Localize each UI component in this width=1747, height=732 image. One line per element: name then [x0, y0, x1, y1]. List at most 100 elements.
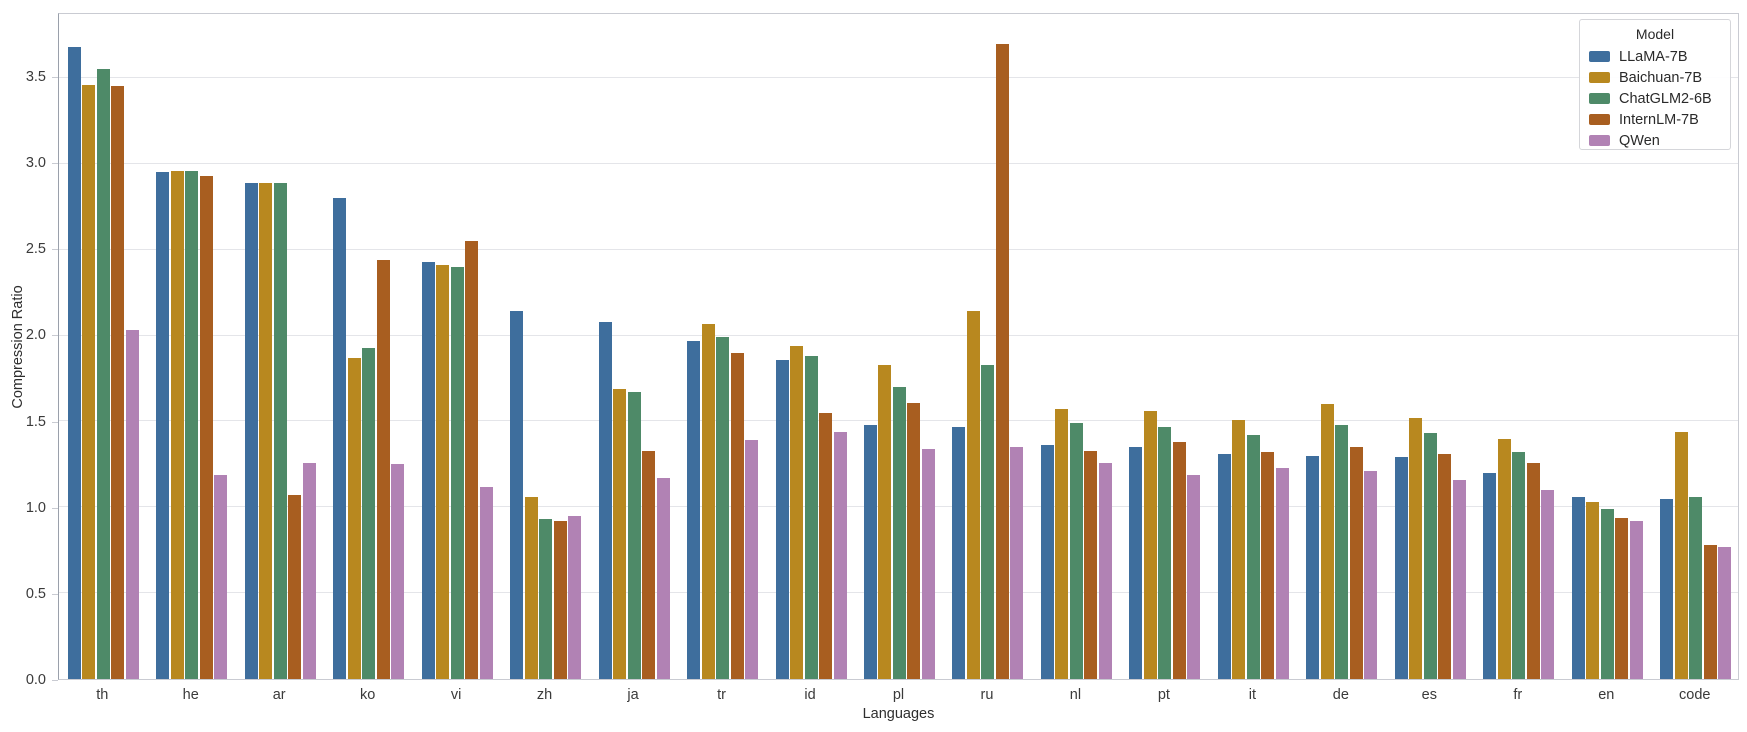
bar-zh-QWen — [568, 515, 582, 679]
legend-entry-label: LLaMA-7B — [1619, 48, 1688, 65]
bar-ja-LLaMA-7B — [598, 321, 612, 679]
bar-group-nl — [1032, 14, 1120, 679]
bar-nl-Baichuan-7B — [1055, 409, 1069, 679]
x-tick-label-en: en — [1598, 687, 1615, 703]
x-tick-label-zh: zh — [536, 687, 553, 703]
y-tick-mark — [52, 421, 58, 423]
x-tick-label-vi: vi — [450, 687, 462, 703]
x-tick-label-ko: ko — [359, 687, 376, 703]
y-tick-label: 3.0 — [25, 155, 46, 172]
bar-group-ja — [590, 14, 678, 679]
legend-entry-Baichuan-7B: Baichuan-7B — [1589, 67, 1721, 88]
legend-entry-QWen: QWen — [1589, 130, 1721, 151]
legend-entry-label: ChatGLM2-6B — [1619, 90, 1712, 107]
bar-zh-LLaMA-7B — [510, 311, 524, 679]
bar-he-LLaMA-7B — [156, 172, 170, 679]
bar-ru-Baichuan-7B — [966, 311, 980, 679]
bar-ja-QWen — [656, 478, 670, 679]
y-tick-label: 1.0 — [25, 499, 46, 516]
x-axis-label: Languages — [862, 706, 935, 722]
bar-es-QWen — [1452, 479, 1466, 679]
bar-fr-QWen — [1541, 490, 1555, 679]
y-tick-mark — [52, 507, 58, 509]
bar-en-QWen — [1629, 521, 1643, 679]
x-tick-label-id: id — [804, 687, 816, 703]
bar-id-LLaMA-7B — [775, 359, 789, 679]
bar-pl-LLaMA-7B — [863, 424, 877, 679]
bar-vi-QWen — [479, 486, 493, 679]
bar-vi-LLaMA-7B — [421, 261, 435, 679]
legend-entry-LLaMA-7B: LLaMA-7B — [1589, 46, 1721, 67]
bar-nl-QWen — [1098, 462, 1112, 679]
bar-ru-ChatGLM2-6B — [981, 364, 995, 679]
bar-id-InternLM-7B — [819, 412, 833, 679]
bar-pt-LLaMA-7B — [1129, 447, 1143, 679]
bar-it-InternLM-7B — [1261, 452, 1275, 679]
bar-group-de — [1298, 14, 1386, 679]
bar-group-zh — [501, 14, 589, 679]
bar-fr-LLaMA-7B — [1483, 472, 1497, 679]
bar-pt-Baichuan-7B — [1143, 411, 1157, 679]
bar-group-it — [1209, 14, 1297, 679]
bar-he-Baichuan-7B — [170, 170, 184, 679]
bar-pt-InternLM-7B — [1172, 442, 1186, 679]
bar-code-Baichuan-7B — [1674, 431, 1688, 679]
bar-fr-Baichuan-7B — [1497, 438, 1511, 679]
x-tick-label-code: code — [1679, 687, 1711, 703]
bar-it-QWen — [1275, 467, 1289, 679]
bar-group-en — [1563, 14, 1651, 679]
x-tick-label-fr: fr — [1513, 687, 1523, 703]
x-tick-label-ar: ar — [272, 687, 286, 703]
bar-code-ChatGLM2-6B — [1689, 496, 1703, 679]
y-tick-mark — [52, 593, 58, 595]
bar-ar-LLaMA-7B — [244, 182, 258, 679]
bar-ar-InternLM-7B — [288, 495, 302, 679]
bar-group-ar — [236, 14, 324, 679]
bar-nl-ChatGLM2-6B — [1069, 423, 1083, 679]
y-tick-mark — [52, 249, 58, 251]
y-tick-label: 2.0 — [25, 327, 46, 344]
bar-de-Baichuan-7B — [1320, 404, 1334, 679]
bar-ko-Baichuan-7B — [347, 357, 361, 679]
bar-code-LLaMA-7B — [1660, 498, 1674, 679]
legend-entry-label: InternLM-7B — [1619, 111, 1699, 128]
bar-id-Baichuan-7B — [790, 345, 804, 679]
bar-group-he — [147, 14, 235, 679]
bar-pl-QWen — [921, 448, 935, 679]
bar-group-ko — [324, 14, 412, 679]
bar-th-Baichuan-7B — [82, 84, 96, 679]
bar-ko-InternLM-7B — [376, 259, 390, 679]
y-tick-label: 0.5 — [25, 585, 46, 602]
bar-tr-ChatGLM2-6B — [716, 337, 730, 679]
bar-it-LLaMA-7B — [1217, 454, 1231, 679]
bar-tr-LLaMA-7B — [687, 340, 701, 679]
bar-pl-InternLM-7B — [907, 402, 921, 679]
bar-es-InternLM-7B — [1438, 454, 1452, 679]
legend-entry-label: QWen — [1619, 132, 1660, 149]
gridline — [59, 162, 1738, 164]
gridline — [59, 76, 1738, 78]
y-tick-label: 3.5 — [25, 69, 46, 86]
bar-pt-QWen — [1187, 474, 1201, 679]
bar-en-Baichuan-7B — [1586, 502, 1600, 679]
legend-entry-InternLM-7B: InternLM-7B — [1589, 109, 1721, 130]
bar-zh-ChatGLM2-6B — [539, 519, 553, 679]
x-tick-label-de: de — [1332, 687, 1349, 703]
bar-group-id — [767, 14, 855, 679]
bar-de-LLaMA-7B — [1306, 455, 1320, 679]
bar-pl-Baichuan-7B — [878, 364, 892, 679]
bar-th-InternLM-7B — [111, 86, 125, 679]
bar-pt-ChatGLM2-6B — [1158, 426, 1172, 679]
bar-es-Baichuan-7B — [1409, 417, 1423, 679]
y-tick-mark — [52, 163, 58, 165]
legend-swatch-icon — [1589, 135, 1610, 146]
bar-es-LLaMA-7B — [1394, 457, 1408, 679]
bar-group-es — [1386, 14, 1474, 679]
x-tick-label-ru: ru — [980, 687, 994, 703]
legend: Model LLaMA-7B Baichuan-7B ChatGLM2-6B Inte… — [1579, 19, 1731, 150]
legend-entry-label: Baichuan-7B — [1619, 69, 1703, 86]
bar-de-InternLM-7B — [1349, 447, 1363, 679]
legend-title: Model — [1635, 26, 1675, 42]
x-tick-label-es: es — [1421, 687, 1437, 703]
x-tick-label-tr: tr — [717, 687, 726, 703]
